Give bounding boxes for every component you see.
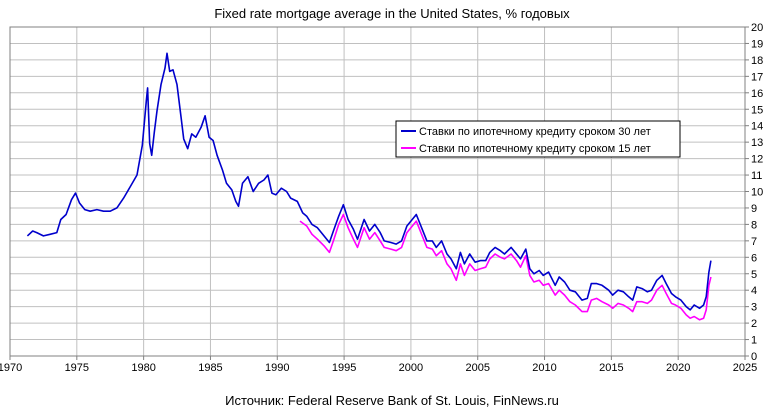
- y-tick-label: 0: [751, 351, 757, 363]
- y-tick-label: 20: [751, 22, 763, 34]
- x-tick-label: 2025: [733, 362, 757, 374]
- legend-label-30yr: Ставки по ипотечному кредиту сроком 30 л…: [419, 126, 651, 138]
- x-tick-label: 1980: [131, 362, 155, 374]
- legend-box: [395, 120, 681, 158]
- y-tick-label: 10: [751, 187, 763, 199]
- y-tick-label: 12: [751, 154, 763, 166]
- y-tick-label: 18: [751, 55, 763, 67]
- x-tick-label: 1990: [265, 362, 289, 374]
- y-tick-label: 3: [751, 302, 757, 314]
- x-tick-label: 2015: [599, 362, 623, 374]
- y-tick-label: 2: [751, 318, 757, 330]
- x-tick-label: 1970: [0, 362, 22, 374]
- y-tick-label: 7: [751, 236, 757, 248]
- series-line-15yr: [299, 213, 712, 321]
- series-layer: [26, 52, 712, 321]
- source-note: Источник: Federal Reserve Bank of St. Lo…: [225, 393, 559, 408]
- y-tick-label: 15: [751, 104, 763, 116]
- y-tick-label: 13: [751, 137, 763, 149]
- series-line-30yr: [26, 52, 712, 311]
- x-tick-label: 1995: [332, 362, 356, 374]
- x-tick-label: 2000: [399, 362, 423, 374]
- y-tick-label: 6: [751, 252, 757, 264]
- y-tick-label: 4: [751, 285, 757, 297]
- x-tick-label: 1985: [198, 362, 222, 374]
- y-tick-label: 16: [751, 88, 763, 100]
- x-tick-label: 2020: [666, 362, 690, 374]
- legend: Ставки по ипотечному кредиту сроком 30 л…: [395, 120, 681, 158]
- y-tick-label: 1: [751, 335, 757, 347]
- x-axis: 1970 1975 1980 1985 1990 1995 2000 2005 2010 2015…: [0, 356, 757, 374]
- y-tick-label: 8: [751, 219, 757, 231]
- x-tick-label: 1975: [65, 362, 89, 374]
- y-tick-label: 9: [751, 203, 757, 215]
- x-tick-label: 2010: [532, 362, 556, 374]
- y-tick-label: 14: [751, 121, 763, 133]
- y-tick-label: 5: [751, 269, 757, 281]
- y-tick-label: 17: [751, 71, 763, 83]
- y-tick-label: 11: [751, 170, 762, 182]
- chart-title: Fixed rate mortgage average in the Unite…: [214, 6, 570, 21]
- legend-label-15yr: Ставки по ипотечному кредиту сроком 15 л…: [419, 143, 651, 155]
- y-tick-label: 19: [751, 38, 763, 50]
- x-tick-label: 2005: [465, 362, 489, 374]
